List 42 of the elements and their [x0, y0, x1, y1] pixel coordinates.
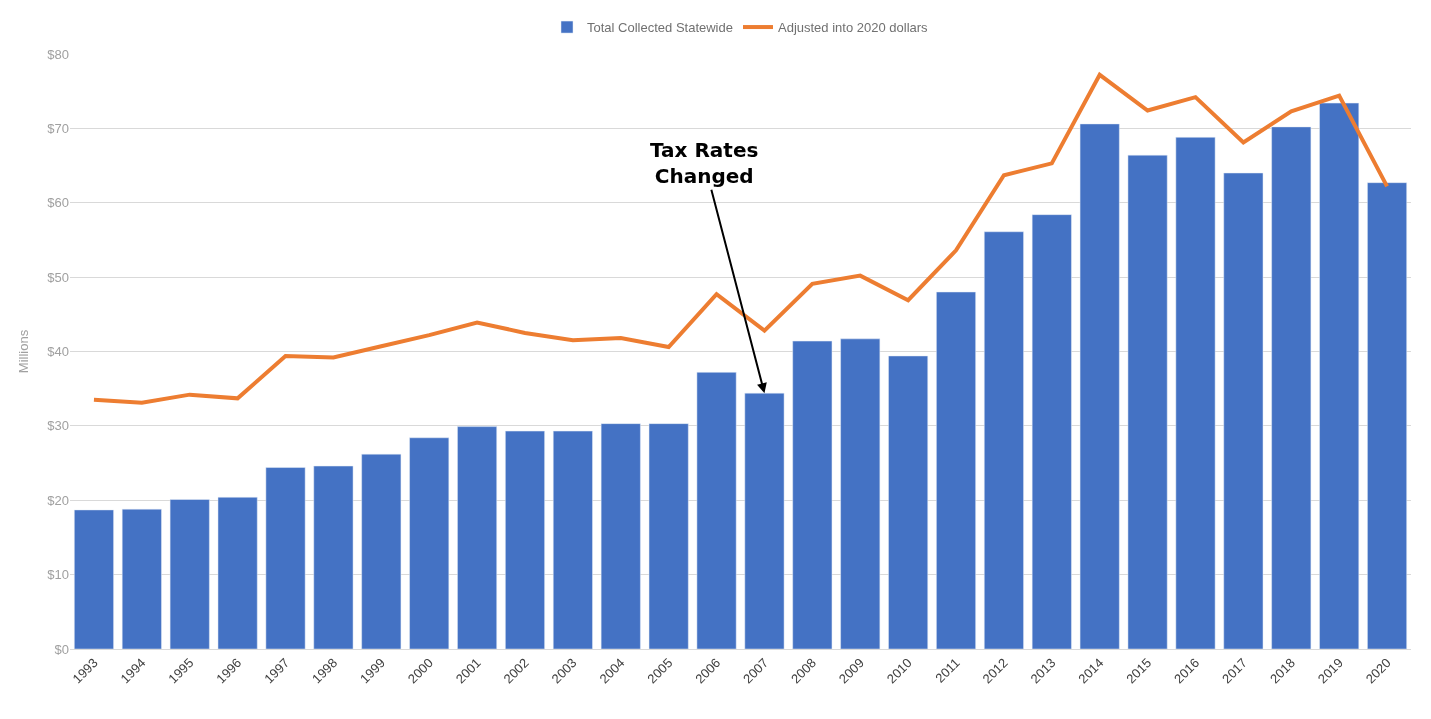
annotation: Tax Rates Changed [650, 138, 759, 188]
bar [648, 423, 689, 649]
bar [505, 430, 545, 649]
legend-label: Adjusted into 2020 dollars [777, 20, 929, 36]
bar [744, 392, 785, 649]
bar [936, 291, 976, 649]
bar [1175, 137, 1216, 649]
bar [1367, 182, 1407, 649]
y-tick-label: $70 [47, 120, 69, 136]
bar [121, 508, 162, 649]
bar [1319, 102, 1360, 649]
bar [74, 509, 114, 649]
bar [696, 372, 737, 649]
bar [361, 453, 402, 649]
y-tick-label: $30 [47, 418, 69, 434]
bar [984, 231, 1024, 649]
line-series [91, 72, 1390, 405]
y-axis-title: Millions [16, 329, 32, 374]
y-tick-label: $20 [47, 492, 69, 508]
bar [888, 355, 929, 649]
y-tick-label: $50 [47, 269, 69, 285]
bar [169, 499, 210, 649]
bar [265, 467, 306, 649]
bar [217, 497, 258, 649]
bar [409, 437, 450, 649]
y-tick-label: $10 [47, 567, 69, 583]
bar [1031, 214, 1072, 649]
bar [600, 423, 641, 649]
y-tick-label: $80 [47, 46, 69, 62]
bar [1127, 154, 1168, 649]
y-tick-label: $0 [54, 641, 69, 657]
legend-label: Total Collected Statewide [587, 20, 733, 36]
bar [552, 430, 593, 649]
bar [1223, 172, 1264, 649]
bar [1079, 123, 1120, 649]
bar [457, 426, 497, 649]
bar [313, 465, 354, 649]
bar [1271, 126, 1312, 649]
y-tick-label: $60 [47, 195, 69, 211]
bar [840, 338, 881, 649]
bar [792, 340, 833, 649]
y-tick-label: $40 [47, 344, 69, 360]
